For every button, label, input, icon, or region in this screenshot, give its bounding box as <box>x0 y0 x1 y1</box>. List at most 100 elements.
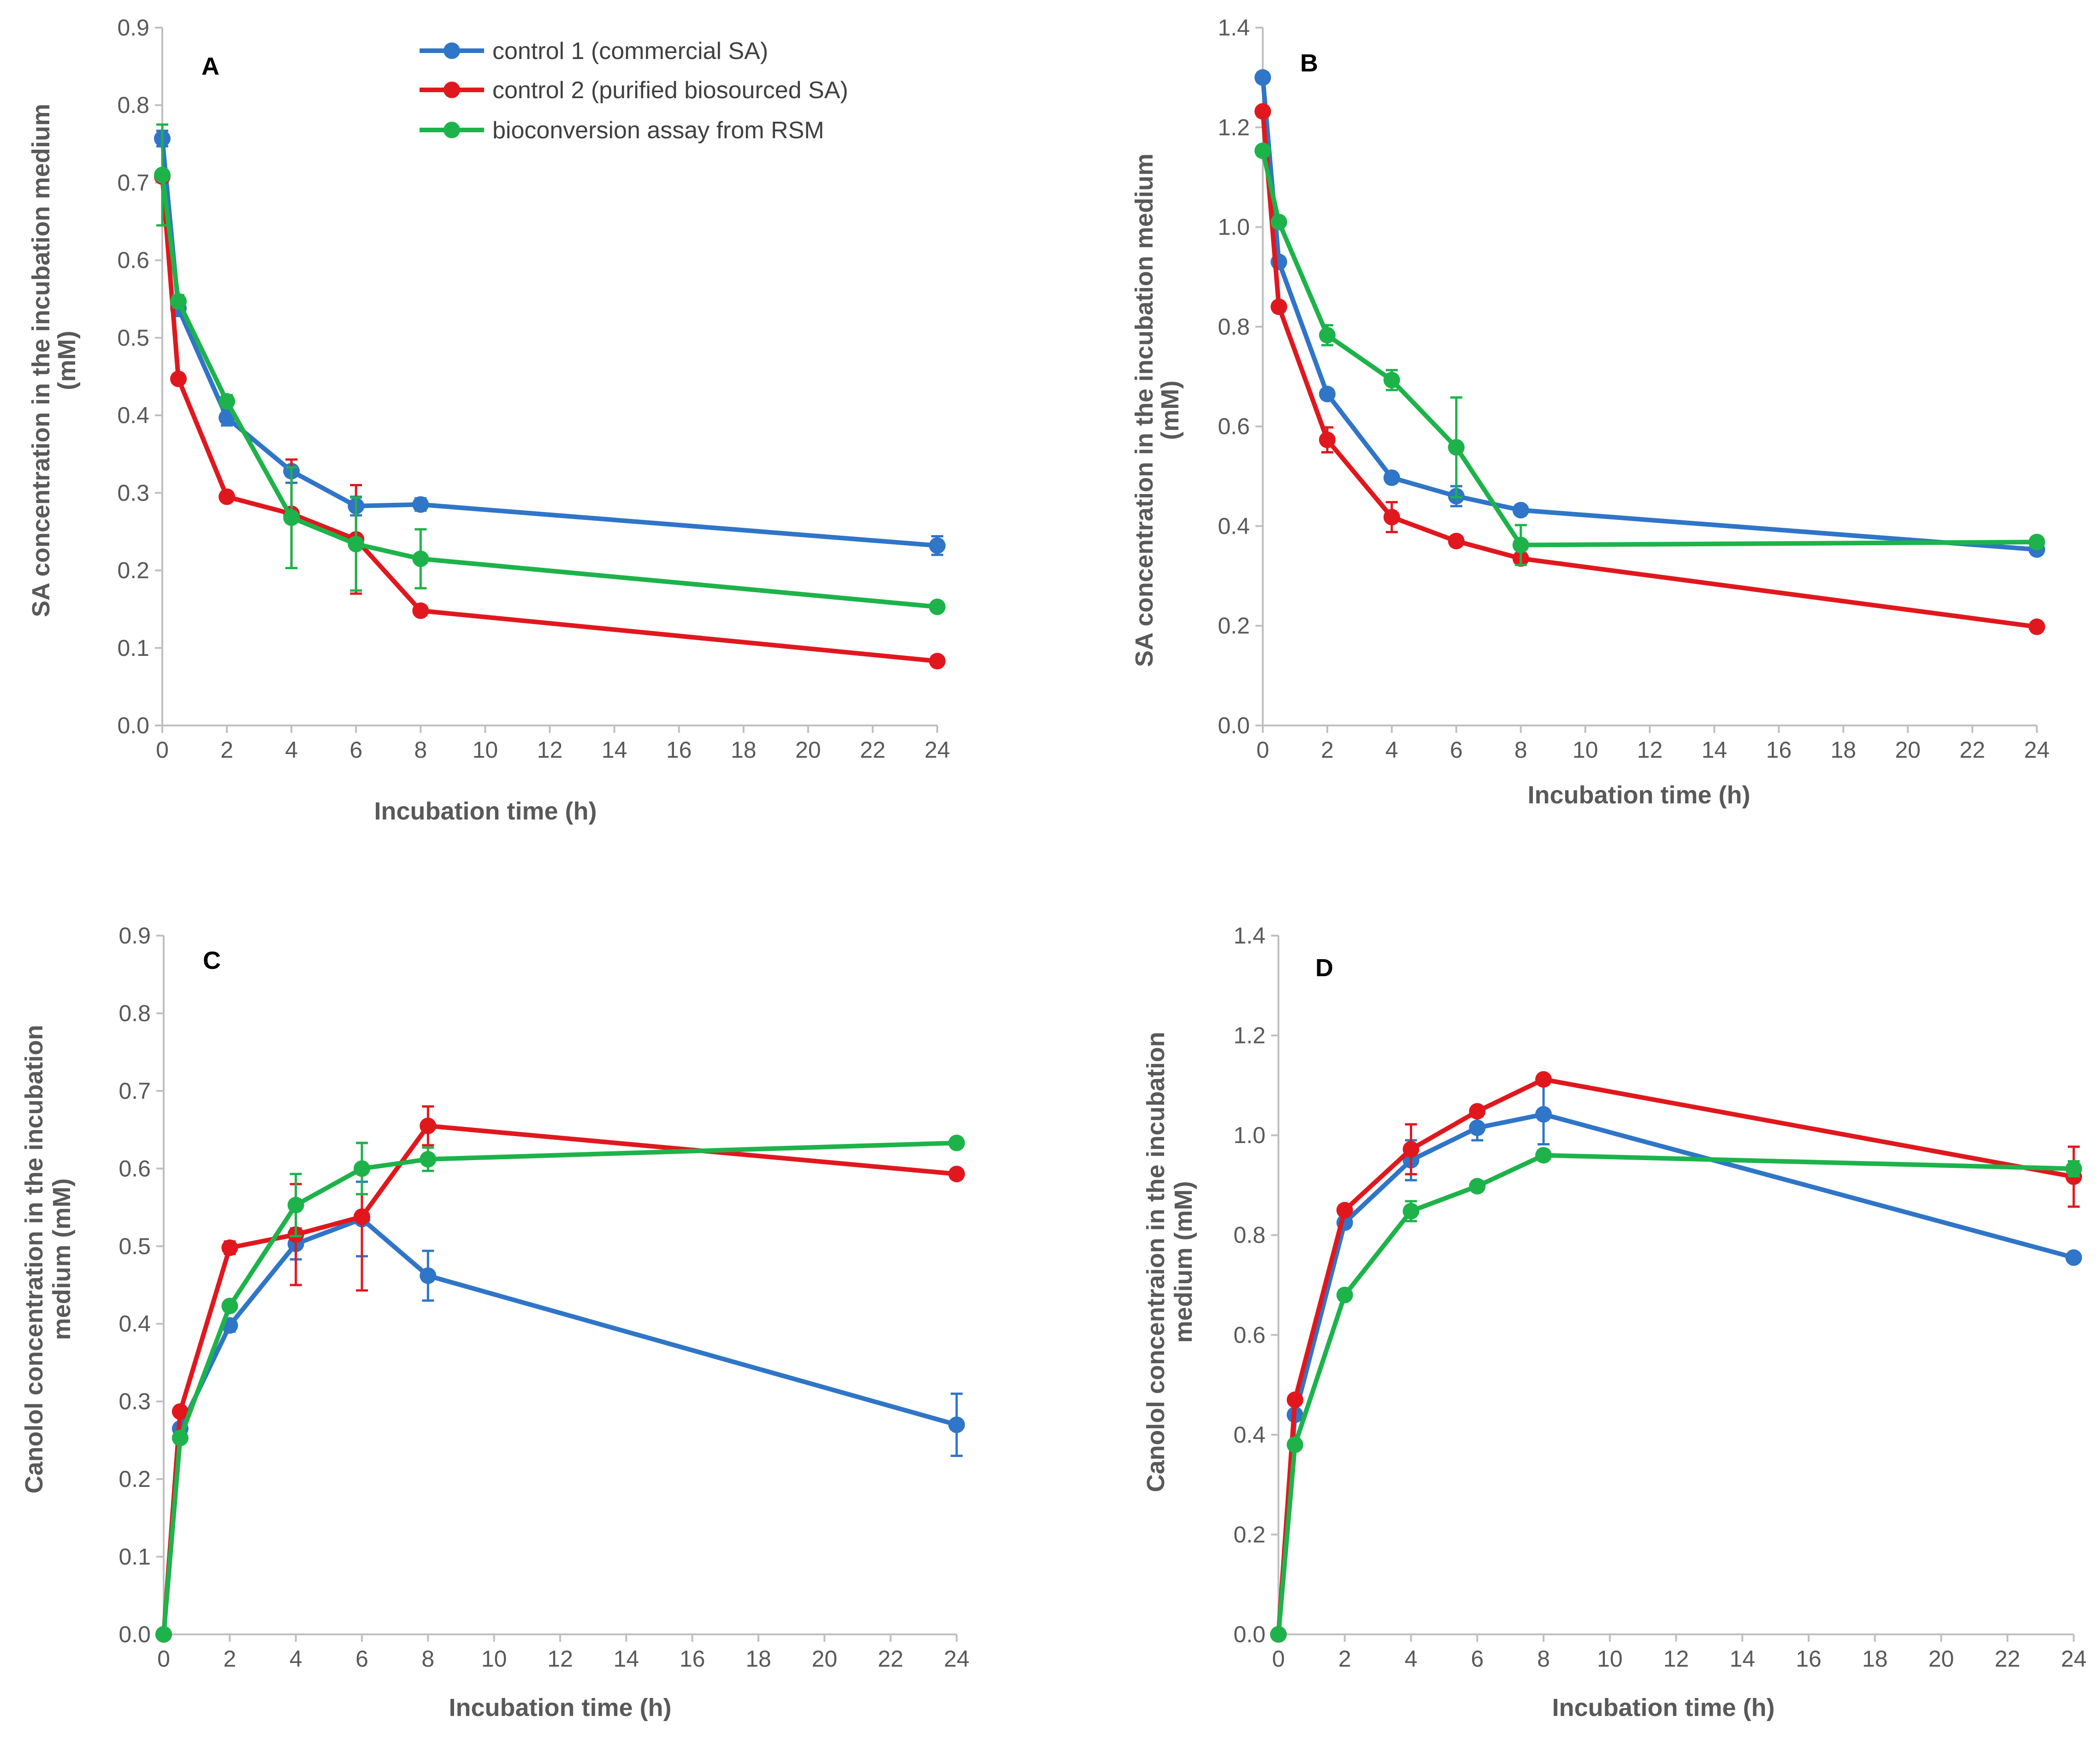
x-axis-title: Incubation time (h) <box>1528 781 1751 809</box>
data-point <box>948 1416 965 1433</box>
data-point <box>1270 298 1287 315</box>
x-tick-label: 24 <box>944 1646 970 1672</box>
data-point <box>2065 1249 2082 1266</box>
legend-item-control-1: control 1 (commercial SA) <box>420 38 768 65</box>
series-line <box>1276 1077 2076 1637</box>
x-tick-label: 8 <box>1537 1646 1550 1672</box>
y-tick-label: 0.6 <box>117 248 149 273</box>
x-tick-label: 6 <box>349 737 362 763</box>
y-tick-label: 0.6 <box>1218 413 1250 439</box>
x-tick-label: 14 <box>614 1646 639 1672</box>
chart-panel-a: SA concentration in the incubation mediu… <box>27 15 950 825</box>
data-point <box>412 496 429 513</box>
y-axis-title-line2: (mM) <box>53 331 81 390</box>
series-3 <box>1270 1147 2082 1643</box>
x-tick-label: 0 <box>1256 737 1269 763</box>
y-tick-label: 0.4 <box>117 402 149 428</box>
x-tick-label: 10 <box>473 737 498 763</box>
y-tick-label: 0.3 <box>117 480 149 506</box>
data-point <box>170 371 187 388</box>
series-3 <box>1254 142 2045 566</box>
x-tick-label: 16 <box>680 1646 705 1672</box>
y-tick-label: 0.5 <box>118 1233 151 1259</box>
y-tick-label: 0.8 <box>1233 1222 1266 1248</box>
series-line <box>161 1216 959 1637</box>
y-tick-label: 0.2 <box>118 1466 151 1492</box>
series-line <box>161 1123 959 1637</box>
data-point <box>1469 1119 1486 1136</box>
data-point <box>1448 439 1465 456</box>
data-point <box>219 488 236 505</box>
x-tick-label: 12 <box>1637 737 1663 763</box>
series-2 <box>155 1105 965 1643</box>
data-point <box>420 1117 437 1134</box>
y-tick-label: 0.1 <box>117 635 149 661</box>
data-point <box>170 293 187 310</box>
x-tick-label: 0 <box>1272 1646 1285 1672</box>
data-point <box>420 1151 437 1168</box>
y-tick-label: 0.8 <box>117 92 149 118</box>
legend-label: control 2 (purified biosourced SA) <box>492 77 848 104</box>
data-point <box>1270 213 1287 230</box>
x-tick-label: 10 <box>1573 737 1598 763</box>
legend-item-control-2: control 2 (purified biosourced SA) <box>420 77 848 104</box>
y-tick-label: 0.4 <box>1218 513 1250 539</box>
y-tick-label: 1.0 <box>1233 1122 1266 1148</box>
data-point <box>354 1160 370 1177</box>
data-point <box>2029 618 2045 635</box>
panel-label-d: D <box>1315 954 1333 982</box>
x-tick-label: 18 <box>731 737 757 763</box>
x-tick-label: 12 <box>1663 1646 1689 1672</box>
x-tick-label: 2 <box>1321 737 1334 763</box>
x-tick-label: 20 <box>812 1646 838 1672</box>
y-tick-label: 0.7 <box>117 170 149 195</box>
series-line <box>160 174 940 664</box>
x-tick-label: 12 <box>547 1646 573 1672</box>
data-point <box>172 1429 189 1446</box>
x-tick-label: 2 <box>223 1646 236 1672</box>
y-tick-label: 0.4 <box>1233 1422 1266 1448</box>
legend-item-bioconversion: bioconversion assay from RSM <box>420 117 824 144</box>
x-axis-title: Incubation time (h) <box>449 1694 672 1721</box>
y-axis-title-line2: (mM) <box>1156 381 1184 440</box>
y-tick-label: 0.4 <box>118 1311 151 1337</box>
x-tick-label: 18 <box>745 1646 771 1672</box>
y-axis-title-line1: SA concentration in the incubation mediu… <box>27 104 55 617</box>
y-tick-label: 0.2 <box>1218 613 1250 639</box>
y-tick-label: 1.4 <box>1233 923 1266 949</box>
x-tick-label: 14 <box>1702 737 1727 763</box>
y-tick-label: 0.0 <box>1233 1621 1266 1647</box>
data-point <box>1535 1071 1552 1088</box>
x-tick-label: 4 <box>285 737 298 763</box>
data-point <box>1286 1436 1303 1453</box>
series-1 <box>1254 69 2045 558</box>
x-tick-label: 2 <box>220 737 233 763</box>
x-tick-label: 10 <box>1597 1646 1623 1672</box>
data-point <box>1383 508 1400 525</box>
y-tick-label: 0.6 <box>118 1155 151 1181</box>
data-point <box>1254 69 1271 86</box>
y-tick-label: 0.8 <box>118 1000 151 1026</box>
series-line <box>160 172 940 609</box>
y-tick-label: 1.2 <box>1218 114 1250 140</box>
x-tick-label: 18 <box>1862 1646 1888 1672</box>
y-tick-label: 0.5 <box>117 325 149 351</box>
x-tick-label: 4 <box>1385 737 1398 763</box>
x-tick-label: 2 <box>1338 1646 1351 1672</box>
data-point <box>1402 1141 1420 1158</box>
panel-label-a: A <box>201 53 219 80</box>
x-tick-label: 10 <box>481 1646 507 1672</box>
data-point <box>219 393 236 410</box>
y-tick-label: 0.2 <box>1233 1521 1266 1547</box>
legend-label: bioconversion assay from RSM <box>492 117 824 144</box>
data-point <box>1254 103 1271 120</box>
x-tick-label: 6 <box>1450 737 1463 763</box>
x-tick-label: 12 <box>537 737 563 763</box>
data-point <box>1402 1203 1420 1220</box>
data-point <box>354 1208 370 1225</box>
data-point <box>1319 385 1336 402</box>
data-point <box>1319 327 1336 344</box>
x-tick-label: 24 <box>924 737 950 763</box>
data-point <box>155 1626 172 1643</box>
